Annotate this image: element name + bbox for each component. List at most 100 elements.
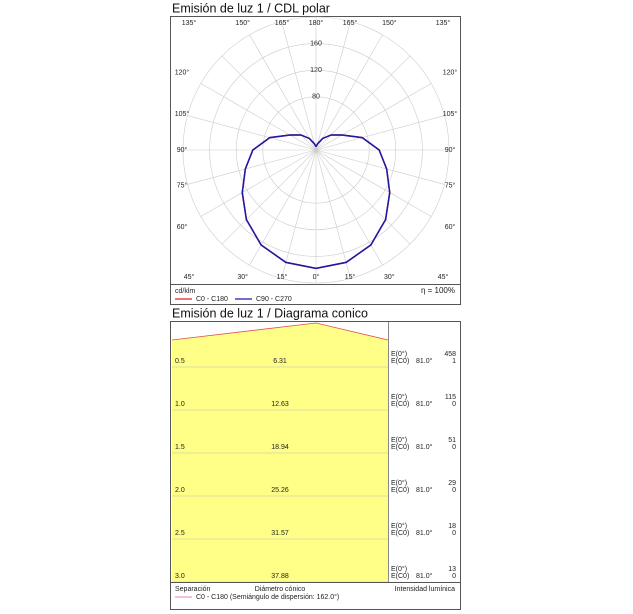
diameter: 31.57 — [271, 530, 289, 537]
grid-spoke — [315, 83, 432, 151]
legend-label: C0 - C180 — [196, 296, 228, 303]
grid-spoke — [281, 21, 317, 151]
e0-label: E(0°) — [391, 522, 407, 530]
e0-label: E(0°) — [391, 350, 407, 358]
cone-area — [172, 323, 388, 582]
ec0-label: E(C0) — [391, 573, 409, 580]
grid-spoke — [315, 149, 445, 185]
grid-spoke — [249, 34, 317, 151]
diameter: 18.94 — [271, 444, 289, 451]
theta-tick-label: 90° — [177, 146, 188, 154]
intensity-curve — [315, 134, 391, 270]
separation: 1.0 — [175, 401, 185, 408]
separation: 3.0 — [175, 573, 185, 580]
angle: 81.0° — [416, 529, 433, 537]
angle: 81.0° — [416, 486, 433, 494]
e0-label: E(0°) — [391, 436, 407, 444]
theta-tick-label: 60° — [445, 223, 456, 231]
theta-tick-label: 15° — [277, 273, 288, 281]
e0-value: 458 — [444, 351, 456, 358]
theta-tick-label: 45° — [184, 273, 195, 281]
legend-label: C90 - C270 — [256, 296, 292, 303]
theta-tick-label: 30° — [237, 273, 248, 281]
cone-frame — [170, 321, 461, 610]
e0-value: 51 — [448, 437, 456, 444]
cone-legend: C0 - C180 (Semiángulo de dispersión: 162… — [196, 593, 339, 601]
polar-title: Emisión de luz 1 / CDL polar — [172, 1, 330, 15]
e0-value: 115 — [445, 394, 456, 401]
ec0-value: 0 — [452, 401, 456, 408]
angle: 81.0° — [416, 400, 433, 408]
separation: 0.5 — [175, 358, 185, 365]
theta-tick-label: 75° — [445, 182, 456, 190]
cone-title: Emisión de luz 1 / Diagrama conico — [172, 306, 368, 320]
polar-frame — [170, 16, 461, 305]
grid-spoke — [281, 149, 317, 279]
ec0-value: 0 — [452, 530, 456, 537]
e0-label: E(0°) — [391, 393, 407, 401]
grid-spoke — [315, 21, 351, 151]
grid-spoke — [187, 115, 317, 151]
ec0-value: 0 — [452, 573, 456, 580]
grid-spoke — [249, 149, 317, 266]
e0-label: E(0°) — [391, 565, 407, 573]
ec0-label: E(C0) — [391, 487, 409, 494]
separation: 2.5 — [175, 530, 185, 537]
angle: 81.0° — [416, 572, 433, 580]
ec0-label: E(C0) — [391, 401, 409, 408]
footer-label: Diámetro cónico — [255, 586, 306, 593]
theta-tick-label: 180° — [309, 19, 324, 27]
grid-spoke — [315, 34, 383, 151]
theta-tick-label: 15° — [345, 273, 356, 281]
grid-spoke — [315, 149, 411, 245]
theta-tick-label: 105° — [443, 110, 458, 118]
unit: cd/klm — [175, 288, 195, 295]
theta-tick-label: 45° — [438, 273, 449, 281]
e0-label: E(0°) — [391, 479, 407, 487]
theta-tick-label: 0° — [313, 273, 320, 281]
angle: 81.0° — [416, 357, 433, 365]
efficiency: η = 100% — [421, 286, 455, 295]
theta-tick-label: 105° — [175, 110, 190, 118]
theta-tick-label: 75° — [177, 182, 188, 190]
cone-edge — [171, 322, 389, 341]
diameter: 25.26 — [271, 487, 289, 494]
e0-value: 18 — [448, 523, 456, 530]
grid-spoke — [221, 149, 317, 245]
ec0-label: E(C0) — [391, 444, 409, 451]
grid-spoke — [315, 149, 383, 266]
theta-tick-label: 165° — [275, 19, 290, 27]
grid-spoke — [200, 149, 317, 217]
theta-tick-label: 120° — [443, 68, 458, 76]
grid-spoke — [315, 115, 445, 151]
theta-tick-label: 150° — [235, 19, 250, 27]
grid-spoke — [315, 149, 351, 279]
theta-tick-label: 135° — [182, 19, 197, 27]
separation: 2.0 — [175, 487, 185, 494]
ec0-label: E(C0) — [391, 530, 409, 537]
theta-tick-label: 60° — [177, 223, 188, 231]
e0-value: 13 — [448, 566, 456, 573]
grid-spoke — [200, 83, 317, 151]
ec0-value: 1 — [452, 358, 456, 365]
separation: 1.5 — [175, 444, 185, 451]
e0-value: 29 — [448, 480, 456, 487]
ec0-label: E(C0) — [391, 358, 409, 365]
intensity-curve — [315, 134, 391, 270]
theta-tick-label: 120° — [175, 68, 190, 76]
angle: 81.0° — [416, 443, 433, 451]
footer-label: Separación — [175, 586, 211, 593]
diameter: 37.88 — [271, 573, 289, 580]
ec0-value: 0 — [452, 444, 456, 451]
intensity-curve — [241, 134, 317, 270]
diameter: 6.31 — [273, 358, 287, 365]
diameter: 12.63 — [271, 401, 289, 408]
ec0-value: 0 — [452, 487, 456, 494]
intensity-curve — [241, 134, 317, 270]
footer-label: Intensidad lumínica — [395, 586, 455, 593]
theta-tick-label: 30° — [384, 273, 395, 281]
theta-tick-label: 90° — [445, 146, 456, 154]
theta-tick-label: 150° — [382, 19, 397, 27]
